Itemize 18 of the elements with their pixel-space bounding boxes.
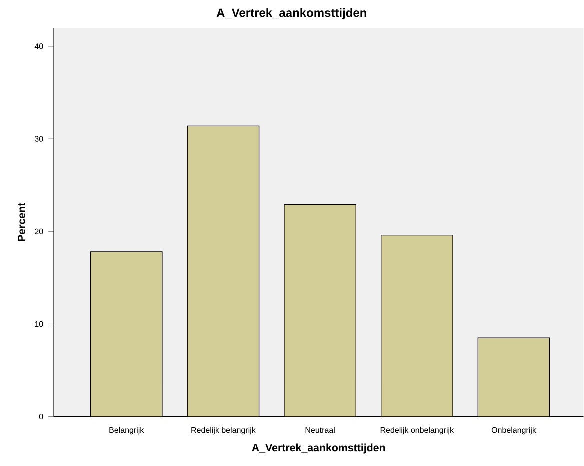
y-tick-label: 40 <box>34 44 44 50</box>
y-tick-label: 20 <box>35 228 44 235</box>
bar <box>380 235 454 417</box>
bar <box>187 126 260 417</box>
x-axis-title: A_Vertrek_aankomsttijden <box>252 444 386 454</box>
x-tick-label: Onbelangrijk <box>492 427 536 435</box>
x-tick-label: Belangrijk <box>110 427 144 435</box>
x-tick-label: Redelijk belangrijk <box>192 427 256 435</box>
y-axis-title: Percent <box>18 203 26 242</box>
bar <box>478 338 550 417</box>
chart-title: A_Vertrek_aankomsttijden <box>216 8 366 20</box>
bar <box>90 252 163 417</box>
bar <box>284 204 356 417</box>
x-tick-label: Neutraal <box>306 427 335 434</box>
y-tick-label: 10 <box>35 322 44 328</box>
y-tick-label: 0 <box>39 414 44 420</box>
x-tick-label: Redelijk onbelangrijk <box>380 427 454 435</box>
y-tick-label: 30 <box>35 136 44 142</box>
